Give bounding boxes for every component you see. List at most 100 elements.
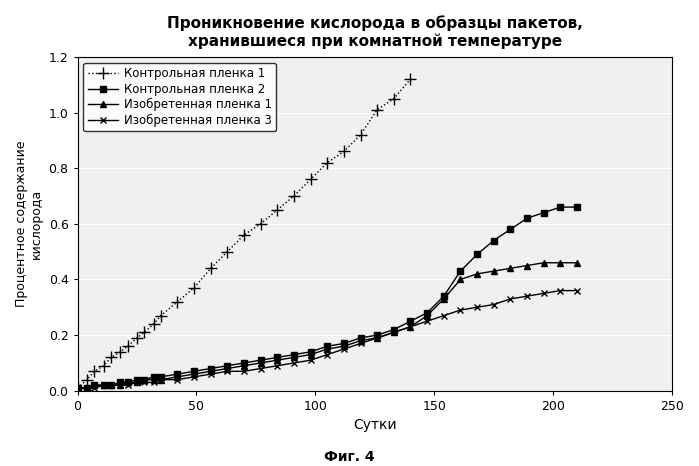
Изобретенная пленка 3	[157, 377, 165, 383]
Изобретенная пленка 1	[572, 260, 581, 266]
Изобретенная пленка 3	[523, 294, 531, 299]
Изобретенная пленка 3	[323, 352, 331, 357]
Контрольная пленка 2	[373, 332, 382, 338]
Контрольная пленка 2	[389, 327, 398, 332]
Контрольная пленка 1	[83, 377, 92, 383]
Изобретенная пленка 3	[123, 383, 131, 388]
Контрольная пленка 2	[73, 385, 82, 391]
Изобретенная пленка 1	[83, 385, 92, 391]
Изобретенная пленка 1	[506, 266, 514, 271]
Контрольная пленка 1	[123, 343, 131, 349]
Изобретенная пленка 1	[306, 352, 315, 357]
Контрольная пленка 2	[423, 310, 431, 315]
Изобретенная пленка 1	[99, 383, 108, 388]
Изобретенная пленка 3	[306, 357, 315, 363]
Контрольная пленка 2	[173, 371, 182, 377]
Контрольная пленка 1	[173, 299, 182, 304]
Изобретенная пленка 3	[506, 296, 514, 302]
Изобретенная пленка 3	[240, 369, 248, 374]
Изобретенная пленка 1	[556, 260, 565, 266]
Изобретенная пленка 1	[190, 371, 199, 377]
Контрольная пленка 2	[206, 366, 215, 371]
Контрольная пленка 1	[133, 335, 141, 341]
Изобретенная пленка 3	[273, 363, 282, 369]
Изобретенная пленка 3	[90, 385, 99, 391]
Контрольная пленка 2	[140, 377, 148, 383]
Изобретенная пленка 1	[456, 277, 465, 282]
Контрольная пленка 2	[116, 380, 124, 385]
Изобретенная пленка 1	[489, 268, 498, 274]
Изобретенная пленка 1	[73, 385, 82, 391]
Контрольная пленка 2	[83, 385, 92, 391]
Контрольная пленка 2	[99, 383, 108, 388]
Контрольная пленка 1	[389, 96, 398, 102]
Изобретенная пленка 3	[83, 385, 92, 391]
Контрольная пленка 1	[190, 285, 199, 291]
Контрольная пленка 2	[157, 374, 165, 380]
Изобретенная пленка 3	[473, 304, 482, 310]
Изобретенная пленка 3	[356, 341, 365, 346]
Контрольная пленка 1	[306, 177, 315, 182]
Изобретенная пленка 1	[323, 346, 331, 352]
Изобретенная пленка 1	[540, 260, 548, 266]
Изобретенная пленка 3	[206, 371, 215, 377]
Контрольная пленка 2	[506, 226, 514, 232]
Изобретенная пленка 3	[340, 346, 348, 352]
Изобретенная пленка 3	[150, 380, 158, 385]
Изобретенная пленка 1	[90, 383, 99, 388]
Контрольная пленка 2	[273, 355, 282, 360]
Контрольная пленка 1	[340, 149, 348, 154]
Контрольная пленка 2	[489, 238, 498, 243]
Контрольная пленка 1	[323, 160, 331, 165]
Контрольная пленка 1	[273, 207, 282, 212]
Контрольная пленка 1	[406, 76, 415, 82]
Изобретенная пленка 3	[140, 380, 148, 385]
Изобретенная пленка 1	[223, 366, 231, 371]
Изобретенная пленка 3	[190, 374, 199, 380]
Изобретенная пленка 1	[389, 329, 398, 335]
Контрольная пленка 2	[323, 343, 331, 349]
Изобретенная пленка 1	[206, 369, 215, 374]
Контрольная пленка 1	[223, 249, 231, 254]
Изобретенная пленка 1	[116, 383, 124, 388]
Контрольная пленка 2	[306, 349, 315, 355]
Контрольная пленка 2	[406, 318, 415, 324]
Изобретенная пленка 1	[107, 383, 115, 388]
Изобретенная пленка 1	[423, 313, 431, 318]
Изобретенная пленка 3	[223, 369, 231, 374]
Изобретенная пленка 1	[240, 363, 248, 369]
Контрольная пленка 2	[150, 374, 158, 380]
Контрольная пленка 2	[257, 357, 265, 363]
Изобретенная пленка 3	[556, 288, 565, 294]
Контрольная пленка 2	[540, 210, 548, 215]
Изобретенная пленка 3	[540, 291, 548, 296]
Контрольная пленка 2	[356, 335, 365, 341]
Изобретенная пленка 3	[489, 302, 498, 307]
Контрольная пленка 1	[290, 193, 298, 199]
Контрольная пленка 1	[240, 232, 248, 238]
Line: Изобретенная пленка 3: Изобретенная пленка 3	[74, 287, 580, 391]
Контрольная пленка 1	[140, 329, 148, 335]
Изобретенная пленка 1	[173, 374, 182, 380]
X-axis label: Сутки: Сутки	[353, 418, 396, 432]
Контрольная пленка 1	[90, 369, 99, 374]
Изобретенная пленка 3	[133, 380, 141, 385]
Изобретенная пленка 1	[123, 380, 131, 385]
Изобретенная пленка 3	[290, 360, 298, 366]
Контрольная пленка 2	[107, 383, 115, 388]
Контрольная пленка 2	[456, 268, 465, 274]
Line: Контрольная пленка 2: Контрольная пленка 2	[74, 204, 580, 391]
Изобретенная пленка 1	[523, 263, 531, 268]
Контрольная пленка 1	[107, 355, 115, 360]
Изобретенная пленка 3	[107, 383, 115, 388]
Контрольная пленка 1	[116, 349, 124, 355]
Контрольная пленка 1	[356, 132, 365, 137]
Title: Проникновение кислорода в образцы пакетов,
хранившиеся при комнатной температуре: Проникновение кислорода в образцы пакето…	[167, 15, 583, 49]
Изобретенная пленка 1	[406, 324, 415, 329]
Контрольная пленка 1	[373, 107, 382, 112]
Изобретенная пленка 3	[99, 383, 108, 388]
Изобретенная пленка 3	[116, 383, 124, 388]
Контрольная пленка 1	[157, 313, 165, 318]
Изобретенная пленка 3	[73, 385, 82, 391]
Контрольная пленка 2	[290, 352, 298, 357]
